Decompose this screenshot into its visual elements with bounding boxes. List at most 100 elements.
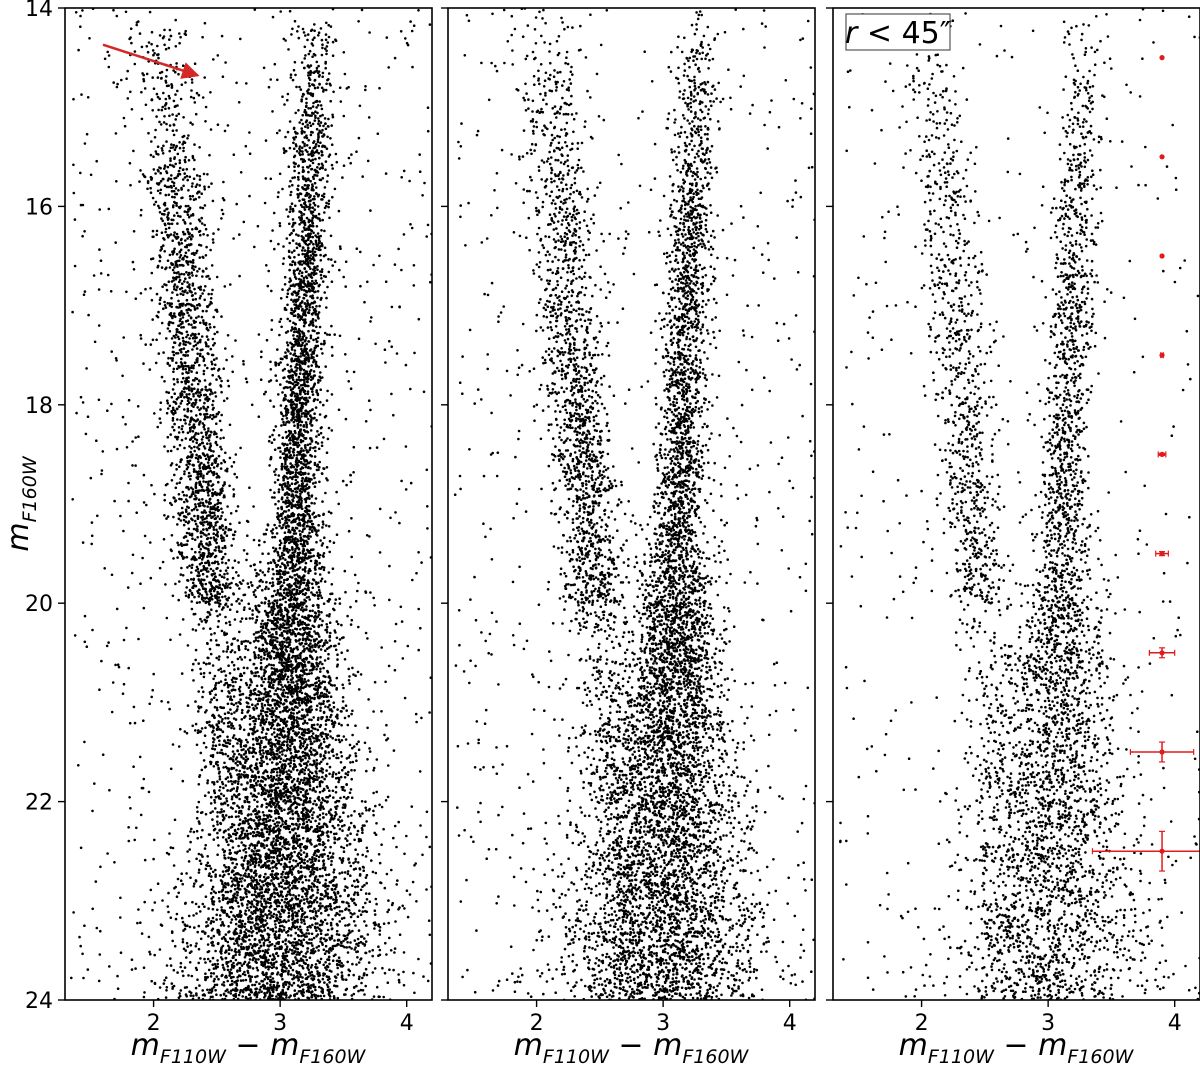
star-point <box>291 962 294 966</box>
star-point <box>248 751 251 755</box>
star-point <box>230 948 233 952</box>
star-point <box>315 844 318 847</box>
star-point <box>324 168 327 171</box>
star-point <box>372 791 375 795</box>
star-point <box>314 143 318 146</box>
star-point <box>263 677 267 681</box>
star-point <box>322 666 325 670</box>
star-point <box>150 271 154 275</box>
star-point <box>222 810 226 813</box>
star-point <box>172 400 176 404</box>
star-point <box>308 370 312 373</box>
star-point <box>246 666 249 670</box>
star-point <box>311 279 314 283</box>
star-point <box>126 69 129 73</box>
star-point <box>292 777 296 781</box>
star-point <box>100 472 103 476</box>
star-point <box>177 426 181 429</box>
star-point <box>301 708 304 711</box>
star-point <box>192 177 196 180</box>
star-point <box>346 773 350 777</box>
star-point <box>203 204 207 207</box>
star-point <box>317 162 321 166</box>
star-point <box>308 323 311 327</box>
star-point <box>325 466 329 469</box>
star-point <box>316 205 320 208</box>
star-point <box>296 355 300 359</box>
star-point <box>150 42 153 46</box>
star-point <box>321 71 325 75</box>
star-point <box>266 700 270 704</box>
star-point <box>278 594 282 597</box>
star-point <box>365 973 369 977</box>
star-point <box>168 163 172 167</box>
star-point <box>348 861 351 864</box>
star-point <box>323 918 327 922</box>
star-point <box>273 62 277 66</box>
star-point <box>131 440 134 443</box>
star-point <box>220 550 223 553</box>
star-point <box>231 745 235 748</box>
star-point <box>306 33 310 36</box>
star-point <box>288 222 291 226</box>
star-point <box>274 817 278 820</box>
star-point <box>305 672 309 676</box>
star-point <box>244 647 247 651</box>
star-point <box>181 316 185 319</box>
star-point <box>166 218 170 221</box>
star-point <box>279 317 283 321</box>
star-point <box>206 861 210 865</box>
star-point <box>173 341 177 345</box>
star-point <box>275 532 279 535</box>
star-point <box>234 761 237 765</box>
star-point <box>226 882 230 885</box>
star-point <box>330 934 334 938</box>
star-point <box>198 464 201 468</box>
star-point <box>307 170 310 174</box>
star-point <box>267 629 270 632</box>
star-point <box>302 938 306 941</box>
star-point <box>224 678 227 681</box>
star-point <box>194 265 197 269</box>
star-point <box>358 104 362 108</box>
star-point <box>382 922 386 925</box>
star-point <box>315 885 319 889</box>
star-point <box>204 385 207 389</box>
star-point <box>297 814 300 818</box>
star-point <box>181 779 185 783</box>
star-point <box>95 159 98 163</box>
star-point <box>109 290 113 293</box>
star-point <box>210 875 213 878</box>
star-point <box>233 752 236 756</box>
star-point <box>120 78 123 82</box>
star-point <box>320 268 324 271</box>
star-point <box>203 447 207 450</box>
star-point <box>248 607 251 610</box>
star-point <box>127 666 130 670</box>
star-point <box>266 621 269 625</box>
star-point <box>303 558 306 562</box>
star-point <box>223 669 226 673</box>
star-point <box>315 106 318 109</box>
star-point <box>208 153 211 157</box>
star-point <box>301 803 305 806</box>
star-point <box>216 708 219 712</box>
star-point <box>224 885 227 889</box>
star-point <box>149 191 153 194</box>
star-point <box>365 881 369 885</box>
star-point <box>340 961 343 965</box>
star-point <box>206 610 210 614</box>
star-point <box>390 868 393 872</box>
star-point <box>312 370 316 373</box>
star-point <box>198 184 201 187</box>
star-point <box>387 664 391 668</box>
star-point <box>182 974 185 978</box>
star-point <box>177 493 181 496</box>
star-point <box>188 175 192 179</box>
star-point <box>329 137 332 140</box>
star-point <box>300 858 303 861</box>
star-point <box>194 377 197 380</box>
star-point <box>285 720 289 723</box>
star-point <box>203 504 206 508</box>
